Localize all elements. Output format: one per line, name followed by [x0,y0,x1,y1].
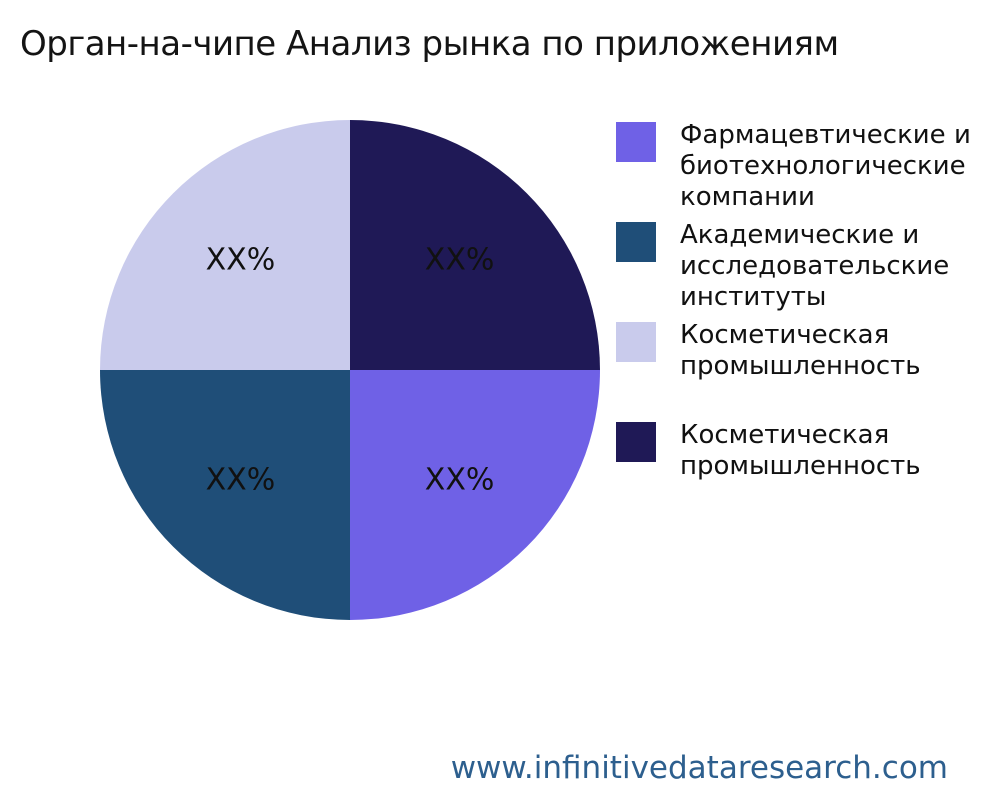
website-link[interactable]: www.infinitivedataresearch.com [450,750,948,786]
pie-value-label: XX% [205,242,276,278]
legend-swatch [616,422,656,462]
legend-swatch [616,322,656,362]
legend-swatch [616,122,656,162]
legend-entry: Косметическая промышленность [616,320,1000,382]
legend-label: Косметическая промышленность [680,320,921,381]
pie-circle [100,120,600,620]
legend: Фармацевтические и биотехнологические ко… [616,120,1000,620]
chart-title: Орган-на-чипе Анализ рынка по приложения… [20,24,839,64]
legend-label: Фармацевтические и биотехнологические ко… [680,120,971,212]
legend-label: Косметическая промышленность [680,420,921,481]
pie-value-label: XX% [424,462,495,498]
legend-entry: Академические и исследовательские инстит… [616,220,1000,313]
legend-swatch [616,222,656,262]
legend-entry: Косметическая промышленность [616,420,1000,482]
legend-label: Академические и исследовательские инстит… [680,220,950,312]
legend-entry: Фармацевтические и биотехнологические ко… [616,120,1000,213]
pie-value-label: XX% [424,242,495,278]
pie-chart: XX% XX% XX% XX% [100,120,600,620]
pie-value-label: XX% [205,462,276,498]
